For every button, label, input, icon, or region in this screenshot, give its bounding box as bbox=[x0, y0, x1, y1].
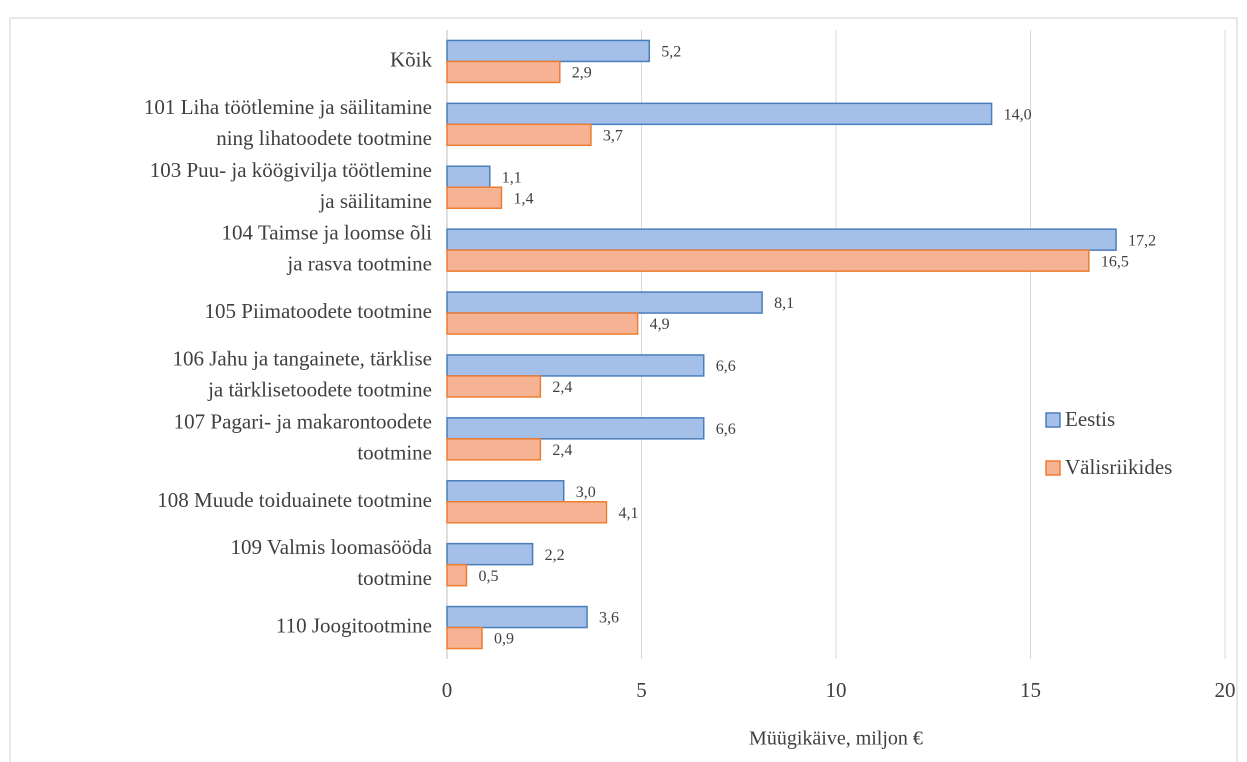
y-tick-label-line: 110 Joogitootmine bbox=[276, 613, 432, 637]
value-label: 0,9 bbox=[494, 631, 514, 648]
value-label: 3,6 bbox=[599, 610, 619, 627]
value-label: 4,1 bbox=[618, 505, 638, 522]
y-tick-label: 106 Jahu ja tangainete, tärklise ja tärkl… bbox=[173, 346, 433, 401]
bar bbox=[446, 312, 639, 335]
legend-swatch bbox=[1045, 412, 1061, 428]
value-label: 1,1 bbox=[502, 169, 522, 186]
y-tick-label-line: tootmine bbox=[357, 566, 432, 590]
y-tick-label: 108 Muude toiduainete tootmine bbox=[157, 488, 432, 512]
y-tick-label-line: ja rasva tootmine bbox=[286, 251, 432, 275]
value-label: 6,6 bbox=[716, 358, 736, 375]
y-tick-label: 104 Taimse ja loomse õli ja rasva tootmin… bbox=[222, 220, 433, 275]
bar bbox=[446, 39, 651, 63]
bar bbox=[446, 605, 588, 629]
y-tick-label-line: ning lihatoodete tootmine bbox=[216, 126, 432, 150]
value-label: 3,0 bbox=[576, 484, 596, 501]
value-label: 2,9 bbox=[572, 65, 592, 82]
bar bbox=[446, 249, 1090, 272]
bar bbox=[446, 186, 503, 209]
value-label: 14,0 bbox=[1004, 107, 1032, 124]
value-label: 4,9 bbox=[650, 316, 670, 333]
bar bbox=[446, 123, 592, 147]
x-tick-label: 5 bbox=[636, 678, 647, 702]
legend-label: Eestis bbox=[1065, 407, 1115, 431]
value-label: 0,5 bbox=[478, 568, 498, 585]
legend-label: Välisriikides bbox=[1065, 455, 1172, 479]
bar bbox=[446, 375, 542, 398]
bar bbox=[446, 480, 565, 503]
y-tick-label: 107 Pagari- ja makarontoodete tootmine bbox=[174, 409, 432, 464]
chart-frame bbox=[9, 17, 1238, 762]
y-tick-label-line: ja tärklisetoodete tootmine bbox=[207, 377, 432, 401]
y-tick-label: 103 Puu- ja köögivilja töötlemine ja säil… bbox=[150, 158, 432, 213]
y-tick-label: 105 Piimatoodete tootmine bbox=[205, 299, 432, 323]
y-tick-label-line: 103 Puu- ja köögivilja töötlemine bbox=[150, 158, 432, 182]
legend-swatch bbox=[1045, 460, 1061, 476]
x-tick-label: 20 bbox=[1215, 678, 1236, 702]
bar bbox=[446, 60, 561, 84]
y-tick-label-line: Kõik bbox=[390, 47, 433, 71]
x-axis-title: Müügikäive, miljon € bbox=[749, 728, 923, 750]
y-tick-label: 110 Joogitootmine bbox=[276, 613, 432, 637]
value-label: 1,4 bbox=[513, 190, 533, 207]
x-tick-label: 15 bbox=[1020, 678, 1041, 702]
bar bbox=[446, 228, 1117, 251]
y-tick-label: 109 Valmis loomasööda tootmine bbox=[231, 535, 433, 590]
x-tick-label: 0 bbox=[442, 678, 453, 702]
bar bbox=[446, 291, 763, 314]
bar bbox=[446, 165, 491, 188]
y-tick-label-line: 105 Piimatoodete tootmine bbox=[205, 299, 432, 323]
bar bbox=[446, 438, 542, 461]
bar bbox=[446, 501, 608, 524]
value-label: 8,1 bbox=[774, 295, 794, 312]
y-tick-label-line: tootmine bbox=[357, 440, 432, 464]
bar bbox=[446, 626, 483, 650]
y-tick-label: 101 Liha töötlemine ja säilitamine ning l… bbox=[144, 95, 432, 150]
y-tick-label-line: 106 Jahu ja tangainete, tärklise bbox=[173, 346, 433, 370]
bar bbox=[446, 417, 705, 440]
value-label: 17,2 bbox=[1128, 232, 1156, 249]
y-tick-label: Kõik bbox=[390, 47, 433, 71]
value-label: 5,2 bbox=[661, 44, 681, 61]
bar bbox=[446, 563, 468, 587]
value-label: 16,5 bbox=[1101, 253, 1129, 270]
value-label: 6,6 bbox=[716, 421, 736, 438]
y-tick-label-line: 104 Taimse ja loomse õli bbox=[222, 220, 433, 244]
value-label: 3,7 bbox=[603, 128, 623, 145]
bar bbox=[446, 354, 705, 377]
bar bbox=[446, 102, 993, 126]
y-tick-label-line: 109 Valmis loomasööda bbox=[231, 535, 433, 559]
value-label: 2,2 bbox=[545, 547, 565, 564]
value-label: 2,4 bbox=[552, 379, 572, 396]
y-tick-label-line: 108 Muude toiduainete tootmine bbox=[157, 488, 432, 512]
value-label: 2,4 bbox=[552, 442, 572, 459]
y-tick-label-line: 107 Pagari- ja makarontoodete bbox=[174, 409, 432, 433]
x-tick-label: 10 bbox=[826, 678, 847, 702]
y-tick-label-line: 101 Liha töötlemine ja säilitamine bbox=[144, 95, 432, 119]
y-tick-label-line: ja säilitamine bbox=[318, 189, 432, 213]
bar bbox=[446, 542, 534, 566]
